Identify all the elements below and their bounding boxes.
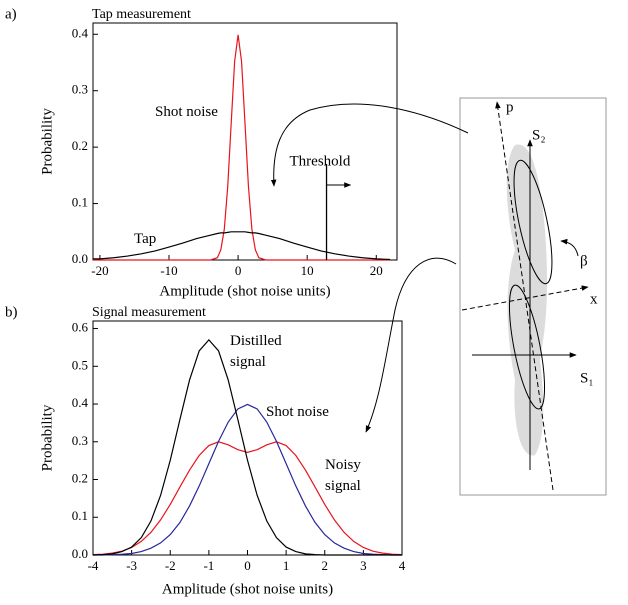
p-axis — [495, 101, 554, 491]
rotation-arrow — [560, 238, 579, 257]
s1-label: S₁ — [580, 370, 594, 386]
series-line — [92, 441, 403, 556]
x-tick-label: 4 — [399, 558, 406, 573]
x-tick-label: -4 — [88, 558, 99, 573]
panel-label: a) — [5, 6, 17, 22]
series-line — [93, 403, 402, 556]
series-line — [93, 231, 391, 261]
y-axis-label: Probability — [39, 404, 55, 471]
series-label: Noisy signal — [325, 457, 361, 494]
y-axis-label: Probability — [39, 108, 55, 175]
series-line — [93, 34, 391, 261]
x-tick-label: 0 — [235, 263, 242, 278]
series-label: Tap — [134, 231, 157, 247]
x-tick-label: 0 — [244, 558, 251, 573]
x-axis-rotated — [461, 285, 589, 311]
x-tick-label: -20 — [91, 263, 108, 278]
y-tick-label: 0.2 — [72, 471, 88, 486]
y-tick-label: 0.5 — [72, 357, 88, 372]
diagram-frame — [459, 97, 607, 496]
x-label: x — [590, 291, 598, 307]
y-tick-label: 0.6 — [72, 320, 89, 335]
beta-label: β — [580, 253, 588, 269]
panel-label: b) — [5, 304, 18, 320]
x-tick-label: -10 — [160, 263, 177, 278]
y-tick-label: 0.4 — [72, 395, 89, 410]
x-tick-label: -2 — [165, 558, 176, 573]
chart-title: Tap measurement — [92, 7, 191, 22]
x-tick-label: -1 — [203, 558, 214, 573]
x-tick-label: 3 — [360, 558, 367, 573]
y-tick-label: 0.0 — [72, 546, 88, 561]
connector-arrow — [270, 103, 469, 187]
y-tick-label: 0.2 — [72, 138, 88, 153]
phase-space-diagram: p x S₂ S₁ β — [459, 97, 607, 496]
x-tick-label: 20 — [370, 263, 383, 278]
s2-label: S₂ — [532, 127, 546, 143]
x-tick-label: 10 — [301, 263, 314, 278]
y-tick-label: 0.3 — [72, 82, 88, 97]
x-axis-label: Amplitude (shot noise units) — [159, 283, 330, 299]
series-line — [92, 338, 402, 556]
y-tick-label: 0.1 — [72, 508, 88, 523]
x-tick-label: 2 — [322, 558, 329, 573]
x-axis-label: Amplitude (shot noise units) — [162, 581, 333, 597]
series-label: Shot noise — [266, 404, 329, 420]
connector-arrow — [365, 257, 457, 433]
plot-frame — [92, 22, 398, 261]
chart-title: Signal measurement — [92, 305, 206, 320]
y-tick-label: 0.0 — [72, 251, 88, 266]
y-tick-label: 0.4 — [72, 25, 89, 40]
series-label: Shot noise — [155, 104, 218, 120]
y-tick-label: 0.3 — [72, 433, 88, 448]
x-tick-label: 1 — [283, 558, 290, 573]
ellipse — [508, 284, 546, 410]
p-label: p — [506, 99, 514, 115]
y-tick-label: 0.1 — [72, 195, 88, 210]
ellipse — [513, 159, 553, 285]
series-label: Distilled signal — [230, 333, 282, 370]
x-tick-label: -3 — [126, 558, 137, 573]
threshold-label: Threshold — [290, 153, 351, 169]
